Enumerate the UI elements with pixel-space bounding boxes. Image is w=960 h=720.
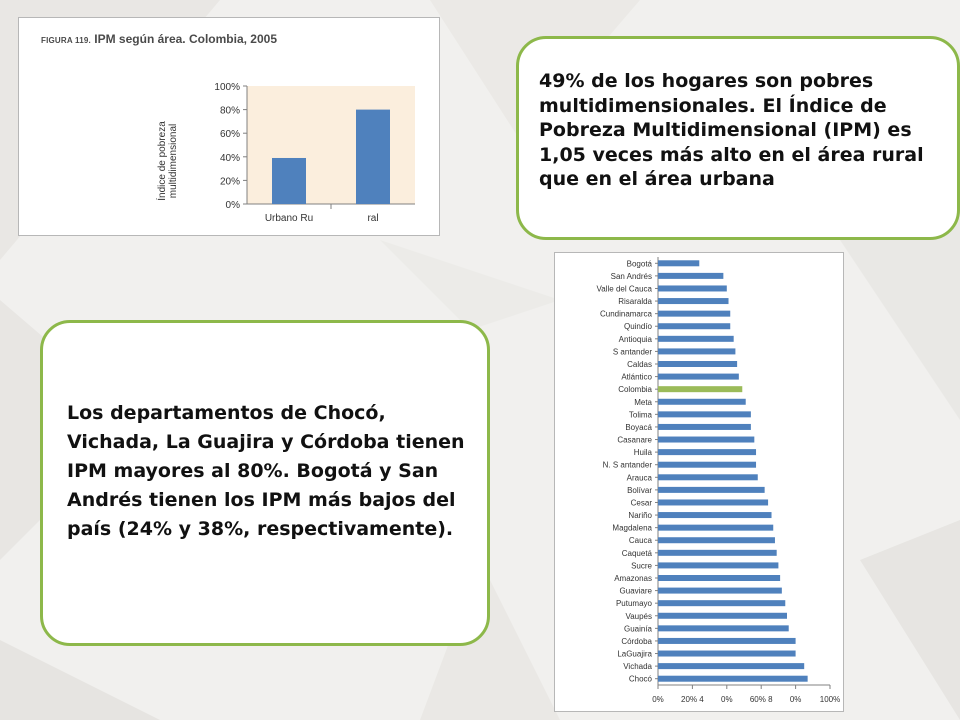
y-tick-label: Caldas — [627, 360, 652, 369]
y-tick-label: Cesar — [631, 498, 653, 507]
figure-ipm-by-department: Bogotá San Andrés Valle del Cauca Risaralda… — [554, 252, 844, 712]
y-tick-label: Caquetá — [622, 549, 653, 558]
y-tick-label: 20% — [220, 176, 240, 187]
bar-putumayo — [658, 600, 786, 607]
y-tick-label: Cauca — [629, 536, 653, 545]
bar-guainía — [658, 625, 789, 632]
y-tick-label: N. S antander — [603, 461, 653, 470]
callout-rural-urban-text: 49% de los hogares son pobres multidimen… — [539, 70, 924, 190]
bar-vaupés — [658, 612, 787, 619]
bar-atlántico — [658, 373, 739, 380]
bar-valle-del-cauca — [658, 285, 727, 292]
y-tick-label: Antioquia — [619, 335, 653, 344]
bar-n-s-antander — [658, 461, 757, 468]
y-tick-label: Guainía — [624, 624, 653, 633]
y-tick-label: Bolívar — [627, 486, 652, 495]
x-tick-label: 0% — [652, 695, 664, 704]
bar-bogotá — [658, 260, 700, 267]
y-tick-label: Valle del Cauca — [597, 284, 653, 293]
y-tick-label: LaGuajira — [617, 650, 652, 659]
callout-departments: Los departamentos de Chocó, Vichada, La … — [40, 320, 490, 646]
y-tick-label: Vaupés — [625, 612, 652, 621]
bar-ral — [356, 109, 390, 204]
x-tick-label: 0% — [721, 695, 733, 704]
y-tick-label: Nariño — [628, 511, 652, 520]
y-tick-label: Sucre — [631, 561, 652, 570]
bar-sucre — [658, 562, 779, 569]
figure1-label: FIGURA 119. — [41, 36, 91, 45]
y-tick-label: Chocó — [629, 675, 653, 684]
x-tick-label: ral — [367, 213, 378, 224]
figure1-title: FIGURA 119. IPM según área. Colombia, 20… — [41, 32, 277, 46]
y-tick-label: Magdalena — [612, 524, 652, 533]
x-tick-label: 20% 4 — [681, 695, 704, 704]
y-tick-label: Bogotá — [627, 259, 653, 268]
y-tick-label: Quindío — [624, 322, 653, 331]
bar-tolima — [658, 411, 751, 418]
x-tick-label: Urbano Ru — [265, 213, 313, 224]
bar-boyacá — [658, 423, 751, 430]
y-tick-label: San Andrés — [611, 272, 652, 281]
x-tick-label: 0% — [790, 695, 802, 704]
y-tick-label: 100% — [214, 82, 240, 93]
bar-urbano-ru — [272, 157, 306, 204]
y-tick-label: Córdoba — [621, 637, 652, 646]
bar-amazonas — [658, 575, 781, 581]
department-bar-chart: Bogotá San Andrés Valle del Cauca Risaralda… — [597, 257, 840, 704]
bar-laguajira — [658, 650, 796, 657]
bar-huila — [658, 449, 757, 456]
y-tick-label: 60% — [220, 129, 240, 140]
y-tick-label: Putumayo — [616, 599, 653, 608]
y-tick-label: S antander — [613, 347, 652, 356]
y-tick-label: Tolima — [629, 410, 653, 419]
y-tick-label: Huila — [634, 448, 653, 457]
y-tick-label: Cundinamarca — [600, 310, 653, 319]
bar-arauca — [658, 474, 758, 481]
bar-magdalena — [658, 524, 774, 531]
bar-quindío — [658, 323, 731, 330]
y-tick-label: Colombia — [618, 385, 652, 394]
bar-bolívar — [658, 486, 765, 493]
bar-chocó — [658, 675, 808, 682]
y-axis-label: Índice de pobrezamultidimensional — [155, 121, 179, 201]
y-tick-label: Boyacá — [625, 423, 652, 432]
bar-cesar — [658, 499, 769, 506]
figure1-title-text: IPM según área. Colombia, 2005 — [94, 32, 277, 46]
bar-córdoba — [658, 637, 796, 644]
bar-meta — [658, 398, 746, 405]
bar-colombia — [658, 386, 743, 393]
bar-caquetá — [658, 549, 777, 556]
bar-cauca — [658, 537, 775, 544]
bar-casanare — [658, 436, 755, 443]
bar-san-andrés — [658, 272, 724, 279]
bar-vichada — [658, 663, 805, 670]
y-tick-label: 0% — [226, 200, 241, 211]
figure-ipm-by-area: FIGURA 119. IPM según área. Colombia, 20… — [18, 17, 440, 236]
y-tick-label: 40% — [220, 153, 240, 164]
x-tick-label: 60% 8 — [750, 695, 773, 704]
callout-departments-text: Los departamentos de Chocó, Vichada, La … — [67, 402, 465, 540]
area-bar-chart: 0% 20% 40% 60% 80% 100% Urbano Ru ral Índice de … — [155, 82, 415, 224]
bar-s-antander — [658, 348, 736, 355]
bar-nariño — [658, 512, 772, 519]
y-tick-label: Arauca — [627, 473, 653, 482]
y-tick-label: 80% — [220, 106, 240, 117]
bar-cundinamarca — [658, 310, 731, 317]
y-tick-label: Atlántico — [621, 373, 652, 382]
y-tick-label: Guaviare — [620, 587, 653, 596]
y-tick-label: Casanare — [617, 436, 652, 445]
callout-rural-urban: 49% de los hogares son pobres multidimen… — [516, 36, 960, 240]
bar-caldas — [658, 361, 738, 367]
y-tick-label: Amazonas — [614, 574, 652, 583]
bar-guaviare — [658, 587, 782, 594]
y-tick-label: Vichada — [623, 662, 652, 671]
y-tick-label: Meta — [634, 398, 652, 407]
bar-risaralda — [658, 298, 729, 305]
bar-antioquia — [658, 335, 734, 342]
y-tick-label: Risaralda — [618, 297, 652, 306]
x-tick-label: 100% — [820, 695, 840, 704]
